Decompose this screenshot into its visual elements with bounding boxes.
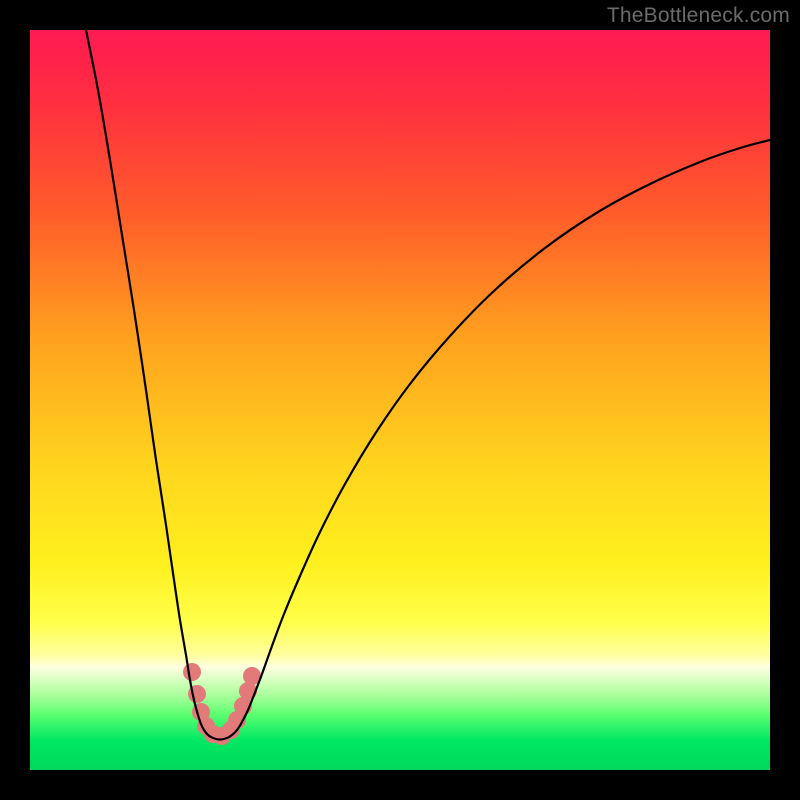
watermark-text: TheBottleneck.com bbox=[607, 4, 790, 28]
chart-container: TheBottleneck.com bbox=[0, 0, 800, 800]
data-marker bbox=[183, 663, 201, 681]
chart-background bbox=[30, 30, 770, 770]
chart-svg bbox=[0, 0, 800, 800]
